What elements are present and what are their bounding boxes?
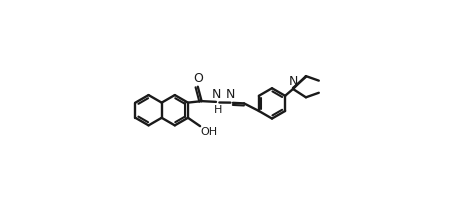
Text: N: N bbox=[226, 88, 235, 101]
Text: O: O bbox=[193, 72, 203, 85]
Text: H: H bbox=[214, 105, 222, 115]
Text: N: N bbox=[212, 88, 221, 101]
Text: OH: OH bbox=[201, 127, 218, 137]
Text: N: N bbox=[289, 75, 298, 88]
